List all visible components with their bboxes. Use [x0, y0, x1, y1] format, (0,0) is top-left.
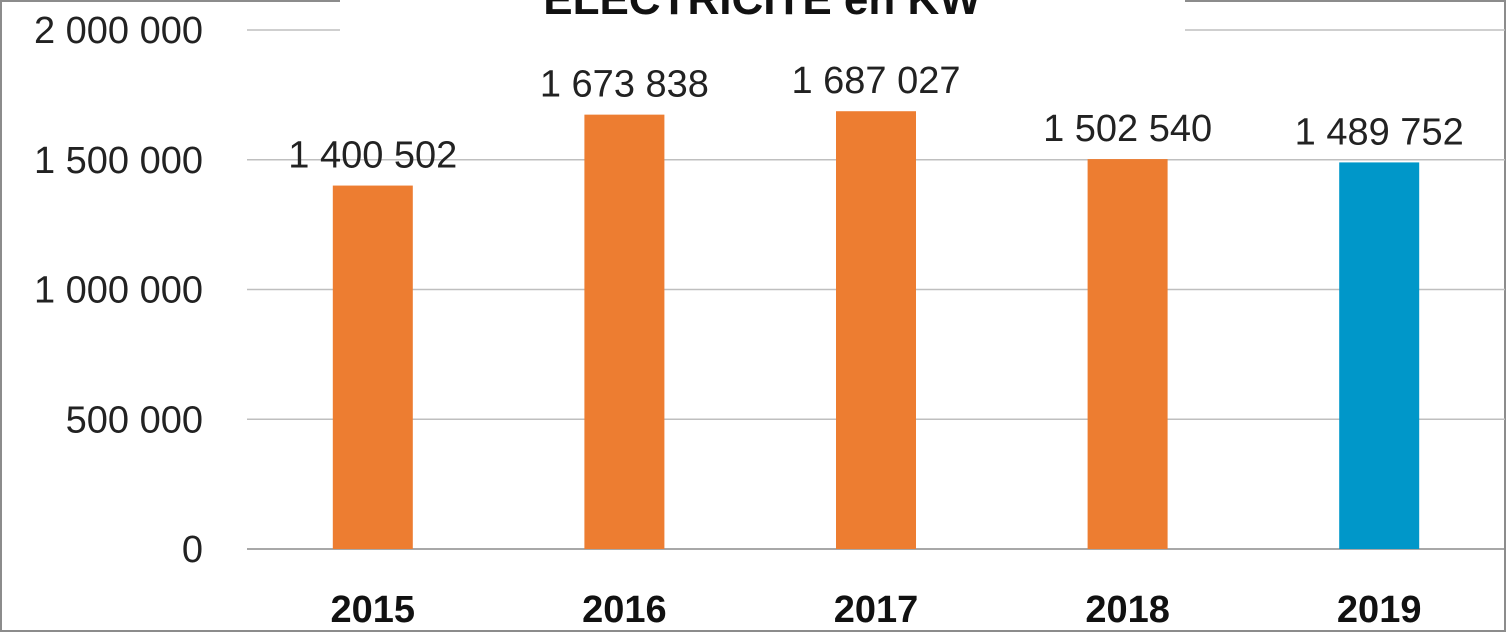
x-tick-label: 2016	[582, 589, 667, 631]
x-tick-label: 2015	[331, 589, 416, 631]
x-tick-label: 2017	[834, 589, 919, 631]
bar-2016	[584, 114, 665, 549]
y-axis-tick-labels: 0 500 000 1 000 000 1 500 000 2 000 000	[34, 10, 203, 571]
y-tick-label: 1 500 000	[34, 140, 203, 182]
bars	[332, 111, 1420, 549]
chart-title: ELECTRICITE en KW	[543, 0, 981, 24]
y-tick-label: 1 000 000	[34, 270, 203, 312]
y-tick-label: 2 000 000	[34, 10, 203, 52]
data-label: 1 687 027	[791, 60, 960, 102]
title-background	[340, 0, 1185, 46]
data-label: 1 673 838	[540, 64, 709, 106]
x-tick-label: 2018	[1085, 589, 1170, 631]
bar-2017	[836, 111, 916, 549]
y-tick-label: 500 000	[66, 399, 203, 441]
data-label: 1 489 752	[1295, 111, 1464, 153]
x-tick-label: 2019	[1337, 589, 1422, 631]
bar-2015	[332, 185, 413, 549]
x-axis-category-labels: 2015 2016 2017 2018 2019	[331, 589, 1422, 631]
bar-2018	[1087, 159, 1168, 549]
data-label: 1 400 502	[288, 135, 457, 177]
data-labels: 1 400 502 1 673 838 1 687 027 1 502 540 1 48…	[288, 60, 1463, 176]
bar-2019	[1339, 162, 1420, 549]
y-tick-label: 0	[182, 529, 203, 571]
data-label: 1 502 540	[1043, 108, 1212, 150]
